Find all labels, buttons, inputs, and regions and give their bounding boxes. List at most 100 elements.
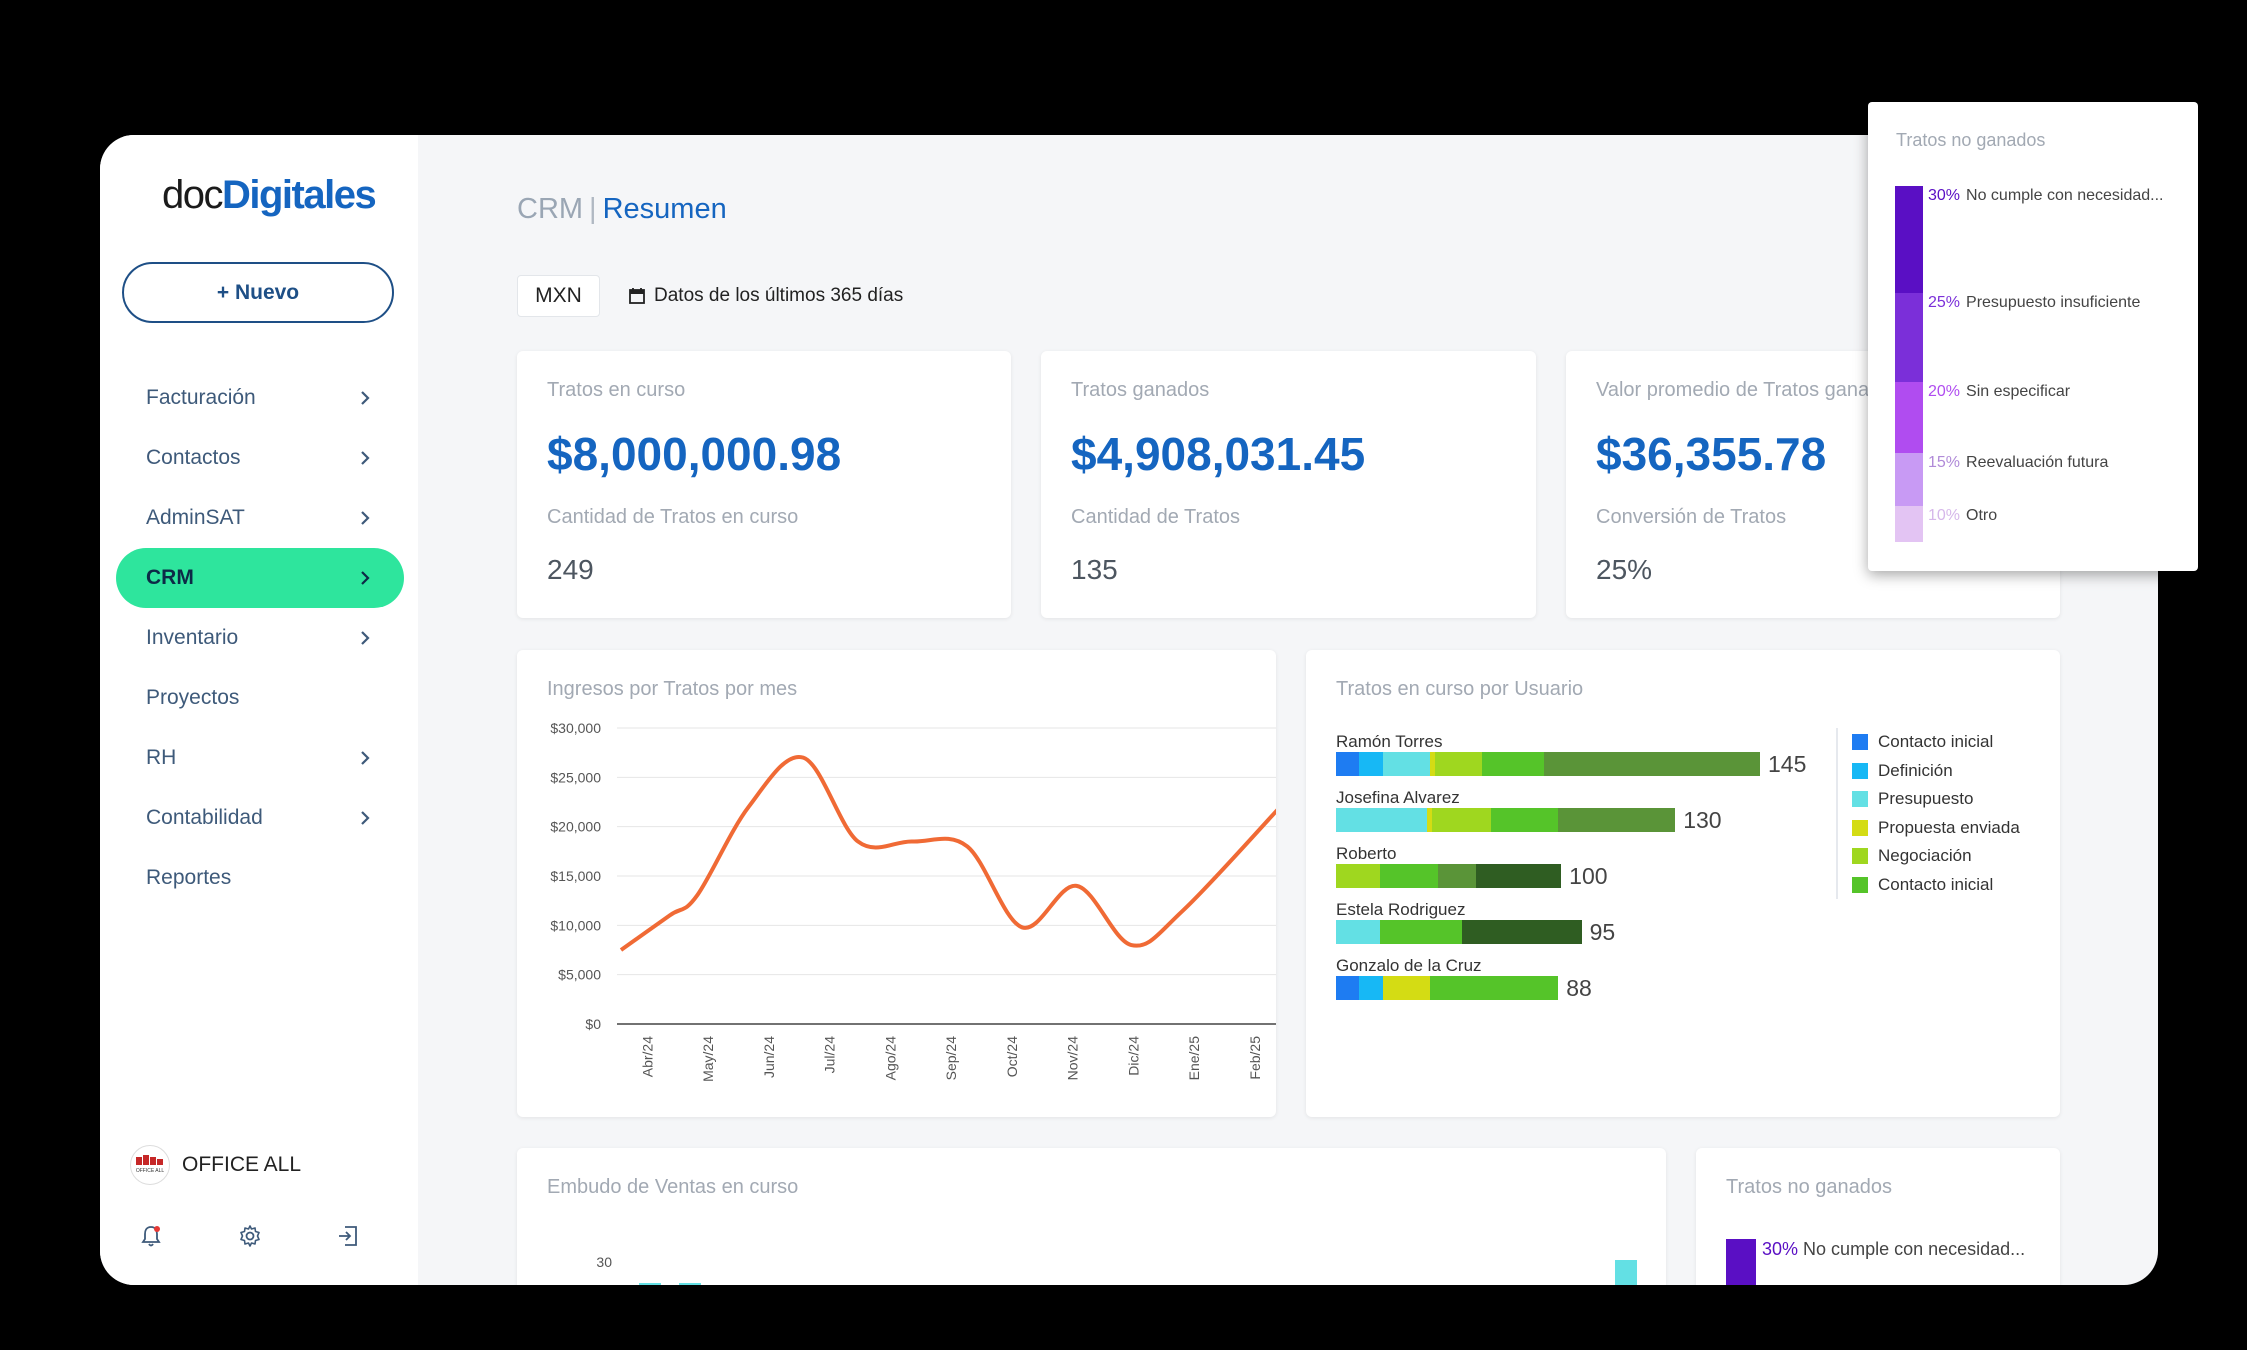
chart-title: Embudo de Ventas en curso xyxy=(547,1176,799,1198)
bar-segment[interactable] xyxy=(1482,752,1544,776)
new-button[interactable]: + Nuevo xyxy=(122,262,394,323)
page-title: Resumen xyxy=(602,193,727,225)
legend-label: Contacto inicial xyxy=(1878,874,1994,894)
legend-item[interactable]: Negociación xyxy=(1852,842,2020,871)
user-stacked-bar[interactable] xyxy=(1336,976,1559,1000)
chevron-right-icon xyxy=(361,571,370,585)
bar-segment[interactable] xyxy=(1476,864,1562,888)
legend-label: Definición xyxy=(1878,760,1953,780)
user-stacked-bar[interactable] xyxy=(1336,864,1562,888)
lost-reason-segment[interactable] xyxy=(1895,453,1923,507)
bar-segment[interactable] xyxy=(1379,864,1439,888)
x-tick-label: Feb/25 xyxy=(1247,1036,1263,1080)
sidebar-item-reportes[interactable]: Reportes xyxy=(116,848,404,908)
bar-segment[interactable] xyxy=(1490,808,1559,832)
bell-icon[interactable] xyxy=(140,1224,162,1253)
logo-part-doc: doc xyxy=(162,173,224,217)
sidebar-footer-icons xyxy=(140,1224,380,1254)
bar-segment[interactable] xyxy=(1429,976,1559,1000)
sidebar: docDigitales + Nuevo Facturación Contacto… xyxy=(100,135,418,1285)
kpi-title: Valor promedio de Tratos ganados xyxy=(1596,379,1902,401)
legend-label: Presupuesto xyxy=(1878,789,1974,809)
income-line-chart: $0 $5,000 $10,000 $15,000 $20,000 $25,000 $30,… xyxy=(550,720,1276,1082)
user-stacked-bar[interactable] xyxy=(1336,752,1760,776)
funnel-bar[interactable] xyxy=(639,1283,661,1285)
lost-deals-segment[interactable] xyxy=(1726,1239,1756,1285)
kpi-count: 25% xyxy=(1596,554,1653,585)
legend-item[interactable]: Definición xyxy=(1852,757,2020,786)
funnel-bar[interactable] xyxy=(1615,1260,1637,1285)
legend-item[interactable]: Presupuesto xyxy=(1852,785,2020,814)
lost-reason-pct: 25% xyxy=(1928,293,1961,311)
bar-segment[interactable] xyxy=(1382,976,1430,1000)
bar-segment[interactable] xyxy=(1429,752,1436,776)
sidebar-item-proyectos[interactable]: Proyectos xyxy=(116,668,404,728)
sidebar-item-crm[interactable]: CRM xyxy=(116,548,404,608)
bar-segment[interactable] xyxy=(1543,752,1760,776)
lost-reason-segment[interactable] xyxy=(1895,292,1923,382)
sidebar-item-label: Inventario xyxy=(146,626,239,649)
sidebar-item-adminsat[interactable]: AdminSAT xyxy=(116,488,404,548)
period-filter[interactable]: Datos de los últimos 365 días xyxy=(628,285,903,307)
bar-segment[interactable] xyxy=(1336,920,1380,944)
period-label: Datos de los últimos 365 días xyxy=(654,285,904,306)
logout-icon[interactable] xyxy=(336,1224,360,1253)
user-stacked-bar[interactable] xyxy=(1336,808,1676,832)
kpi-value: $36,355.78 xyxy=(1596,428,1827,480)
company-selector[interactable]: OFFICE ALL OFFICE ALL xyxy=(130,1145,301,1185)
user-stacked-bar[interactable] xyxy=(1336,920,1582,944)
chart-title: Tratos en curso por Usuario xyxy=(1336,678,1584,700)
lost-deals-label: 30% No cumple con necesidad... xyxy=(1762,1239,2025,1260)
bar-segment[interactable] xyxy=(1382,752,1430,776)
sidebar-item-label: Contabilidad xyxy=(146,806,263,829)
bar-segment[interactable] xyxy=(1379,920,1462,944)
x-tick-label: Sep/24 xyxy=(943,1036,959,1081)
app-window: docDigitales + Nuevo Facturación Contacto… xyxy=(100,135,2158,1285)
sidebar-item-facturación[interactable]: Facturación xyxy=(116,368,404,428)
bar-segment[interactable] xyxy=(1336,976,1360,1000)
legend-item[interactable]: Propuesta enviada xyxy=(1852,814,2020,843)
chart-title: Ingresos por Tratos por mes xyxy=(547,678,798,700)
app-logo[interactable]: docDigitales xyxy=(162,173,377,218)
users-chart-card: Tratos en curso por Usuario Ramón Torres… xyxy=(1306,650,2060,1117)
user-total-label: 95 xyxy=(1589,919,1616,945)
bar-segment[interactable] xyxy=(1336,808,1427,832)
bar-segment[interactable] xyxy=(1438,864,1477,888)
legend-swatch xyxy=(1852,762,1868,779)
y-tick-label: $15,000 xyxy=(550,868,601,884)
sidebar-item-contactos[interactable]: Contactos xyxy=(116,428,404,488)
sidebar-item-rh[interactable]: RH xyxy=(116,728,404,788)
bar-segment[interactable] xyxy=(1426,808,1433,832)
bar-segment[interactable] xyxy=(1461,920,1582,944)
user-total-label: 130 xyxy=(1683,807,1722,833)
breadcrumb-section[interactable]: CRM xyxy=(517,193,584,225)
kpi-title: Tratos en curso xyxy=(547,379,686,401)
legend-item[interactable]: Contacto inicial xyxy=(1852,871,2020,900)
currency-selector[interactable]: MXN xyxy=(517,275,600,317)
bar-segment[interactable] xyxy=(1435,752,1483,776)
sidebar-item-contabilidad[interactable]: Contabilidad xyxy=(116,788,404,848)
lost-reason-label: 10% Otro xyxy=(1928,507,1997,525)
funnel-bar[interactable] xyxy=(679,1283,701,1285)
bar-segment[interactable] xyxy=(1432,808,1491,832)
lost-deals-popover: Tratos no ganados 30% No cumple con neces… xyxy=(1868,102,2198,571)
legend-item[interactable]: Contacto inicial xyxy=(1852,728,2020,757)
lost-reason-segment[interactable] xyxy=(1895,506,1923,542)
lost-deals-pct: 30% xyxy=(1762,1239,1799,1259)
lost-reason-segment[interactable] xyxy=(1895,381,1923,453)
income-series-line[interactable] xyxy=(619,754,1276,952)
chevron-right-icon xyxy=(361,751,370,765)
bar-segment[interactable] xyxy=(1336,864,1380,888)
lost-reason-text: Presupuesto insuficiente xyxy=(1966,293,2141,311)
bar-segment[interactable] xyxy=(1359,976,1383,1000)
chart-title: Tratos no ganados xyxy=(1726,1176,1893,1198)
chevron-right-icon xyxy=(361,451,370,465)
bar-segment[interactable] xyxy=(1336,752,1360,776)
lost-reason-label: 30% No cumple con necesidad... xyxy=(1928,187,2163,205)
gear-icon[interactable] xyxy=(238,1224,262,1253)
lost-reason-segment[interactable] xyxy=(1895,186,1923,293)
calendar-icon xyxy=(629,288,645,304)
bar-segment[interactable] xyxy=(1359,752,1383,776)
bar-segment[interactable] xyxy=(1558,808,1676,832)
sidebar-item-inventario[interactable]: Inventario xyxy=(116,608,404,668)
